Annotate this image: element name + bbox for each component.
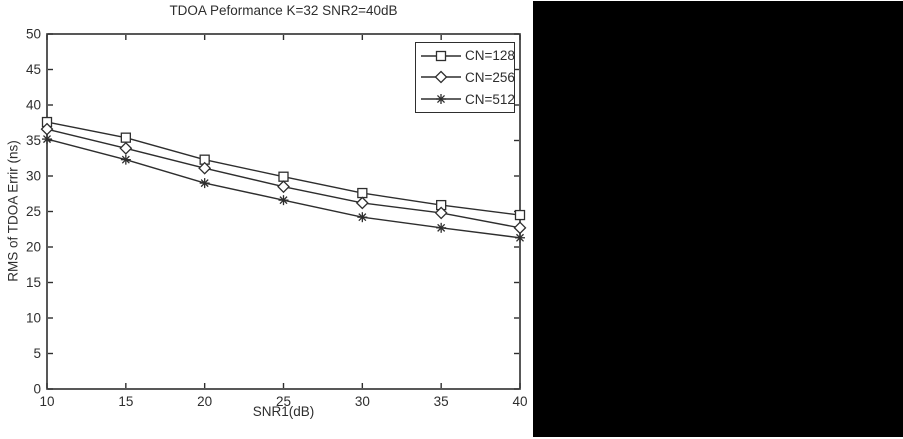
svg-text:5: 5 — [33, 346, 41, 361]
svg-text:35: 35 — [434, 394, 449, 409]
chart-title: TDOA Peformance K=32 SNR2=40dB — [169, 3, 398, 18]
svg-text:30: 30 — [26, 169, 41, 184]
plot-area: 10 15 20 25 30 35 40 0 5 10 15 20 25 30 35 40 45 50 — [26, 27, 528, 410]
svg-text:10: 10 — [26, 311, 41, 326]
legend-label-cn512: CN=512 — [465, 91, 515, 107]
legend-item-cn128: CN=128 — [419, 48, 515, 64]
svg-text:15: 15 — [118, 394, 133, 409]
svg-text:45: 45 — [26, 62, 41, 77]
black-side-panel — [533, 1, 903, 437]
svg-text:20: 20 — [197, 394, 212, 409]
legend-label-cn128: CN=128 — [465, 48, 515, 64]
svg-text:50: 50 — [26, 27, 41, 42]
legend-item-cn512: CN=512 — [419, 91, 515, 107]
svg-text:15: 15 — [26, 275, 41, 290]
legend-item-cn256: CN=256 — [419, 69, 515, 85]
svg-text:25: 25 — [26, 204, 41, 219]
legend-label-cn256: CN=256 — [465, 69, 515, 85]
svg-text:40: 40 — [512, 394, 527, 409]
svg-text:10: 10 — [39, 394, 54, 409]
svg-text:20: 20 — [26, 240, 41, 255]
svg-text:35: 35 — [26, 133, 41, 148]
star-marker-icon — [421, 94, 461, 105]
svg-text:0: 0 — [33, 382, 41, 397]
svg-text:25: 25 — [276, 394, 291, 409]
y-axis-label: RMS of TDOA Errir (ns) — [5, 140, 21, 282]
diamond-marker-icon — [421, 71, 461, 84]
svg-text:40: 40 — [26, 98, 41, 113]
square-marker-icon — [421, 50, 461, 61]
x-axis-label: SNR1(dB) — [252, 404, 315, 419]
svg-text:30: 30 — [355, 394, 370, 409]
matlab-figure: 10 15 20 25 30 35 40 0 5 10 15 20 25 30 35 40 45 50 TDOA … — [5, 3, 528, 419]
legend: CN=128 CN=256 CN=512 — [415, 42, 515, 113]
